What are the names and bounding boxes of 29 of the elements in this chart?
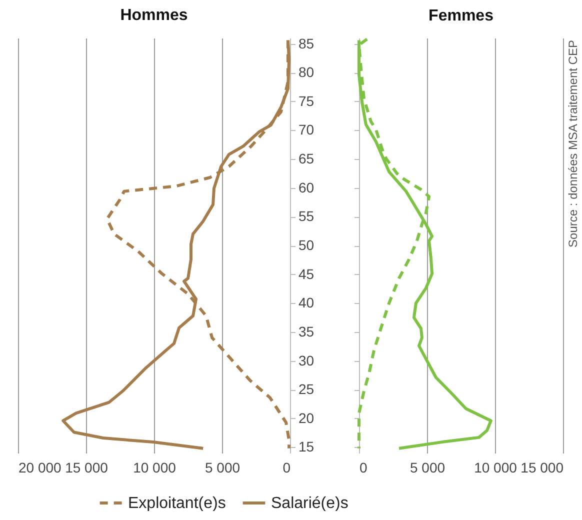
chart-title: Hommes bbox=[120, 6, 188, 24]
y-tick-label: 20 bbox=[298, 410, 314, 426]
y-tick-label: 45 bbox=[298, 266, 314, 282]
chart-title: Femmes bbox=[428, 8, 494, 25]
x-tick-label: 0 bbox=[360, 460, 368, 476]
x-tick-label: 5 000 bbox=[204, 460, 240, 476]
y-tick-label: 50 bbox=[298, 237, 314, 253]
y-tick-label: 55 bbox=[298, 208, 314, 224]
y-tick-label: 35 bbox=[298, 323, 314, 340]
source-note: Source : données MSA traitement CEP bbox=[566, 40, 580, 248]
y-tick-label: 70 bbox=[298, 122, 314, 138]
legend-label: Salarié(e)s bbox=[271, 495, 348, 512]
x-tick-label: 5 000 bbox=[410, 460, 446, 476]
y-tick-label: 15 bbox=[298, 438, 314, 455]
y-tick-label: 85 bbox=[298, 35, 314, 52]
x-tick-label: 15 000 bbox=[65, 460, 108, 476]
y-tick-label: 65 bbox=[298, 150, 314, 167]
y-tick-label: 30 bbox=[298, 352, 314, 368]
y-tick-label: 80 bbox=[298, 64, 314, 80]
x-tick-label: 10 000 bbox=[474, 460, 518, 476]
y-tick-label: 60 bbox=[298, 179, 314, 196]
x-tick-label: 10 000 bbox=[133, 460, 176, 476]
x-tick-label: 20 000 bbox=[18, 460, 62, 476]
x-tick-label: 15 000 bbox=[520, 460, 564, 476]
y-tick-label: 40 bbox=[298, 294, 314, 311]
y-tick-label: 75 bbox=[298, 92, 314, 109]
x-tick-label: 0 bbox=[282, 460, 291, 476]
y-tick-label: 25 bbox=[298, 381, 314, 398]
legend-label: Exploitant(e)s bbox=[128, 495, 226, 512]
